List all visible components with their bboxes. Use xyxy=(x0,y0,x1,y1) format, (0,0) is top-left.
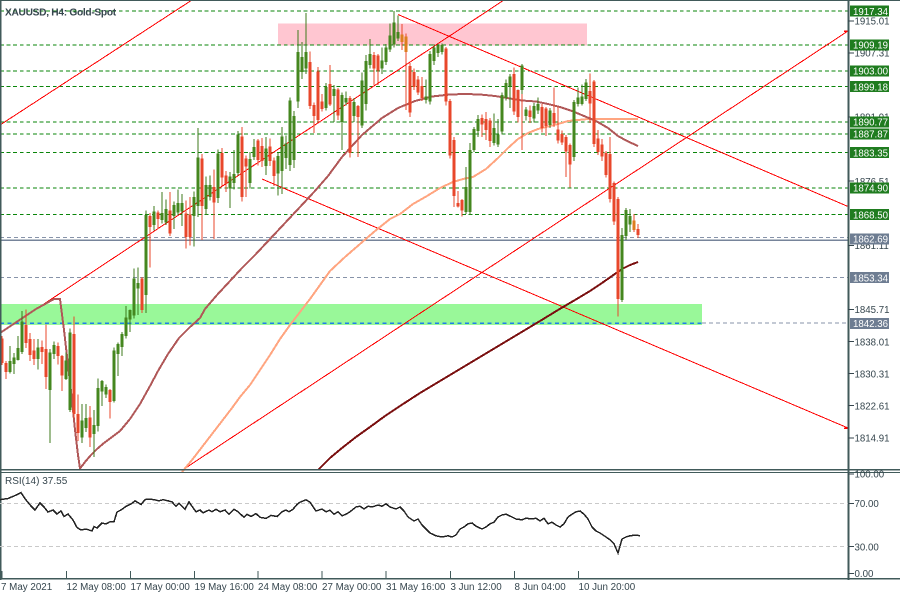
svg-text:31 May 16:00: 31 May 16:00 xyxy=(386,582,446,593)
svg-text:1917.34: 1917.34 xyxy=(853,7,889,18)
svg-text:1899.18: 1899.18 xyxy=(853,82,888,93)
svg-text:7 May 2021: 7 May 2021 xyxy=(1,582,52,593)
svg-text:1862.69: 1862.69 xyxy=(853,235,888,246)
svg-text:17 May 00:00: 17 May 00:00 xyxy=(131,582,191,593)
svg-text:XAUUSD, H4: Gold-Spot: XAUUSD, H4: Gold-Spot xyxy=(5,8,117,19)
svg-text:10 Jun 20:00: 10 Jun 20:00 xyxy=(579,582,636,593)
svg-text:1903.00: 1903.00 xyxy=(853,67,889,78)
svg-text:1845.71: 1845.71 xyxy=(855,305,890,316)
svg-text:1887.87: 1887.87 xyxy=(853,130,888,141)
svg-text:70.00: 70.00 xyxy=(855,499,880,510)
svg-text:12 May 08:00: 12 May 08:00 xyxy=(67,582,127,593)
svg-text:100.00: 100.00 xyxy=(855,470,885,481)
svg-text:1830.31: 1830.31 xyxy=(855,369,890,380)
svg-text:1842.36: 1842.36 xyxy=(853,319,888,330)
svg-text:30.00: 30.00 xyxy=(855,542,880,553)
svg-text:1890.77: 1890.77 xyxy=(853,118,888,129)
svg-text:1907.31: 1907.31 xyxy=(855,49,890,60)
svg-text:1874.90: 1874.90 xyxy=(853,184,889,195)
svg-text:1814.91: 1814.91 xyxy=(855,434,890,445)
svg-text:1822.61: 1822.61 xyxy=(855,401,890,412)
svg-text:RSI(14) 37.55: RSI(14) 37.55 xyxy=(5,476,68,487)
svg-text:1915.01: 1915.01 xyxy=(855,17,890,28)
svg-text:0.00: 0.00 xyxy=(855,569,874,580)
svg-text:3 Jun 12:00: 3 Jun 12:00 xyxy=(451,582,503,593)
svg-text:8 Jun 04:00: 8 Jun 04:00 xyxy=(515,582,567,593)
svg-text:24 May 08:00: 24 May 08:00 xyxy=(258,582,318,593)
svg-text:1868.50: 1868.50 xyxy=(853,210,889,221)
svg-text:1853.34: 1853.34 xyxy=(853,273,889,284)
svg-text:1838.01: 1838.01 xyxy=(855,337,890,348)
svg-text:19 May 16:00: 19 May 16:00 xyxy=(195,582,255,593)
svg-text:1909.19: 1909.19 xyxy=(853,41,888,52)
svg-text:1861.11: 1861.11 xyxy=(855,241,889,252)
svg-text:27 May 00:00: 27 May 00:00 xyxy=(322,582,382,593)
svg-text:1883.35: 1883.35 xyxy=(853,148,888,159)
